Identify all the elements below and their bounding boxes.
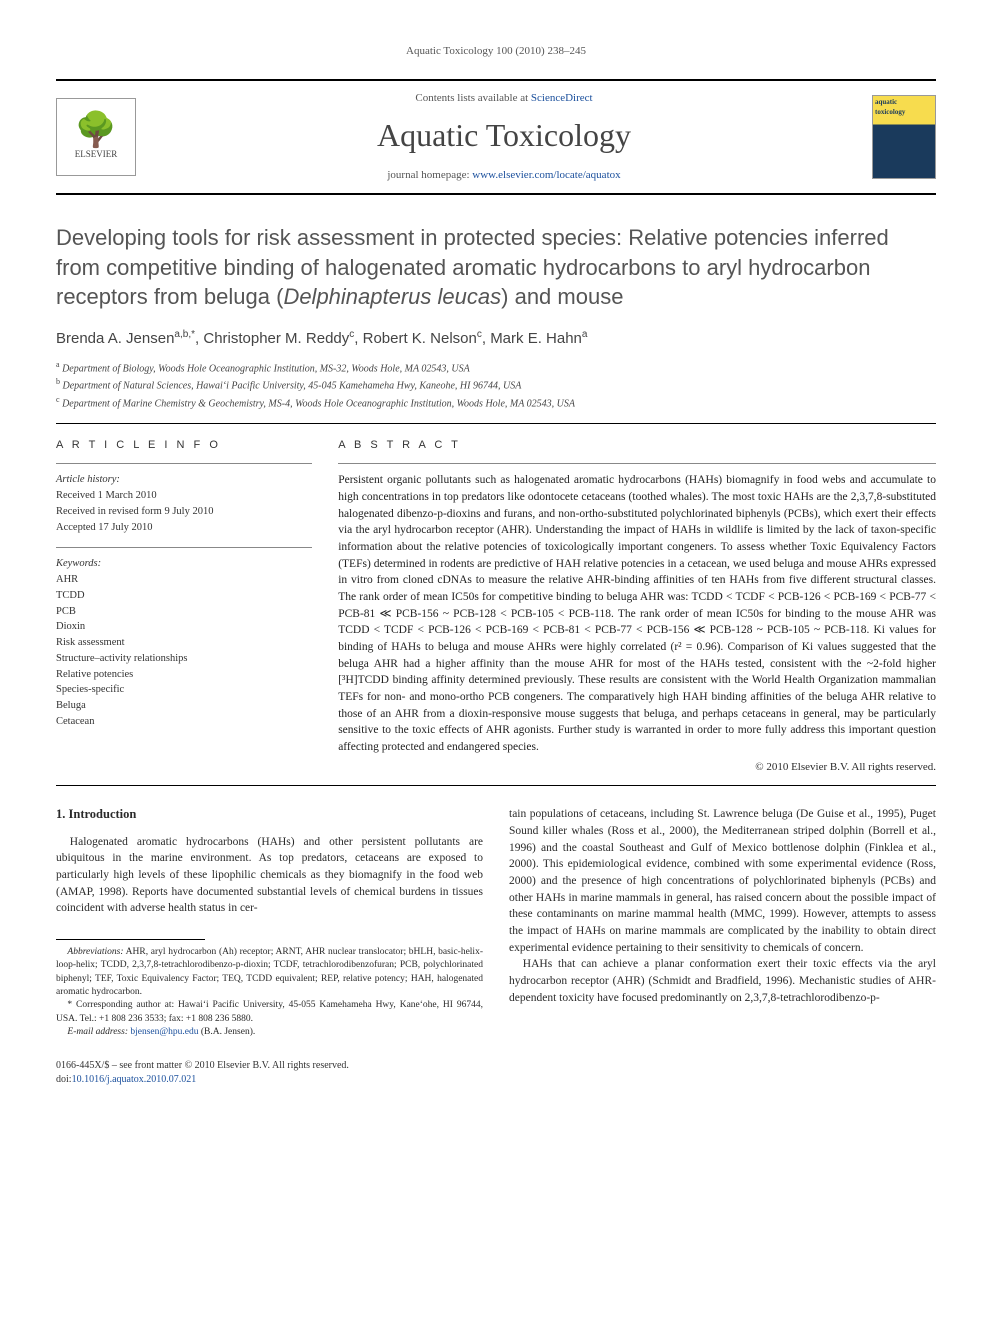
keyword: Beluga (56, 698, 312, 714)
article-info-heading: A R T I C L E I N F O (56, 438, 312, 453)
article-title: Developing tools for risk assessment in … (56, 223, 936, 312)
front-matter-line: 0166-445X/$ – see front matter © 2010 El… (56, 1059, 349, 1073)
page-footer: 0166-445X/$ – see front matter © 2010 El… (56, 1059, 936, 1087)
author: Brenda A. Jensena,b,* (56, 330, 195, 347)
title-species: Delphinapterus leucas (283, 284, 501, 309)
sub-rule (338, 463, 936, 464)
elsevier-tree-icon: 🌳 (75, 114, 117, 148)
author-aff: c (349, 329, 354, 340)
elsevier-logo: 🌳 ELSEVIER (56, 98, 136, 176)
aff-tag: c (56, 395, 60, 404)
affiliation: a Department of Biology, Woods Hole Ocea… (56, 359, 936, 376)
doi-link[interactable]: 10.1016/j.aquatox.2010.07.021 (72, 1074, 197, 1085)
intro-paragraph-left: Halogenated aromatic hydrocarbons (HAHs)… (56, 834, 483, 917)
intro-p2: tain populations of cetaceans, including… (509, 806, 936, 956)
author-list: Brenda A. Jensena,b,*, Christopher M. Re… (56, 328, 936, 349)
keyword: Risk assessment (56, 635, 312, 651)
email-suffix: (B.A. Jensen). (199, 1027, 256, 1037)
contents-available-line: Contents lists available at ScienceDirec… (146, 91, 862, 106)
abstract-text: Persistent organic pollutants such as ha… (338, 472, 936, 755)
contents-prefix: Contents lists available at (415, 92, 530, 104)
author-name: Brenda A. Jensen (56, 330, 174, 347)
copyright-line: © 2010 Elsevier B.V. All rights reserved… (338, 760, 936, 775)
sub-rule (56, 463, 312, 464)
author-name: Christopher M. Reddy (203, 330, 349, 347)
intro-p1: Halogenated aromatic hydrocarbons (HAHs)… (56, 834, 483, 917)
section-rule (56, 785, 936, 786)
keyword: TCDD (56, 588, 312, 604)
body-left-column: 1. Introduction Halogenated aromatic hyd… (56, 806, 483, 1039)
email-label: E-mail address: (67, 1027, 130, 1037)
keyword: AHR (56, 572, 312, 588)
intro-heading: 1. Introduction (56, 806, 483, 824)
sub-rule (56, 547, 312, 548)
cover-word-2: toxicology (875, 108, 933, 118)
author: Christopher M. Reddyc (203, 330, 354, 347)
aff-text: Department of Marine Chemistry & Geochem… (62, 398, 575, 409)
author-aff: a,b, (174, 329, 191, 340)
abstract-heading: A B S T R A C T (338, 438, 936, 453)
article-info-column: A R T I C L E I N F O Article history: R… (56, 438, 312, 775)
author: Robert K. Nelsonc (363, 330, 482, 347)
author-corr-mark: * (191, 329, 195, 340)
affiliation: b Department of Natural Sciences, Hawaiʻ… (56, 376, 936, 393)
author-aff: a (582, 329, 588, 340)
sciencedirect-link[interactable]: ScienceDirect (531, 92, 593, 104)
author-aff: c (477, 329, 482, 340)
aff-text: Department of Biology, Woods Hole Oceano… (62, 363, 470, 374)
journal-homepage-line: journal homepage: www.elsevier.com/locat… (146, 168, 862, 183)
title-post: ) and mouse (501, 284, 623, 309)
aff-text: Department of Natural Sciences, Hawaiʻi … (63, 381, 522, 392)
abstract-column: A B S T R A C T Persistent organic pollu… (338, 438, 936, 775)
journal-name: Aquatic Toxicology (146, 113, 862, 158)
aff-tag: b (56, 377, 60, 386)
keyword: Relative potencies (56, 667, 312, 683)
abbrev-label: Abbreviations: (67, 947, 123, 957)
section-rule (56, 423, 936, 424)
history-item: Accepted 17 July 2010 (56, 520, 312, 536)
author-name: Mark E. Hahn (490, 330, 582, 347)
keywords-list: AHR TCDD PCB Dioxin Risk assessment Stru… (56, 572, 312, 730)
affiliation-list: a Department of Biology, Woods Hole Ocea… (56, 359, 936, 411)
history-label: Article history: (56, 472, 312, 488)
keyword: Species-specific (56, 682, 312, 698)
journal-homepage-link[interactable]: www.elsevier.com/locate/aquatox (472, 169, 620, 181)
doi-prefix: doi: (56, 1074, 72, 1085)
intro-p3: HAHs that can achieve a planar conformat… (509, 956, 936, 1006)
affiliation: c Department of Marine Chemistry & Geoch… (56, 394, 936, 411)
author-name: Robert K. Nelson (363, 330, 477, 347)
keywords-label: Keywords: (56, 556, 312, 572)
keyword: Structure–activity relationships (56, 651, 312, 667)
corr-label: * Corresponding author at: (67, 1000, 178, 1010)
keyword: Cetacean (56, 714, 312, 730)
body-right-column: tain populations of cetaceans, including… (509, 806, 936, 1039)
corr-email-link[interactable]: bjensen@hpu.edu (130, 1027, 198, 1037)
cover-word-1: aquatic (875, 98, 933, 108)
keyword: PCB (56, 604, 312, 620)
history-item: Received 1 March 2010 (56, 488, 312, 504)
journal-masthead: 🌳 ELSEVIER Contents lists available at S… (56, 79, 936, 195)
homepage-prefix: journal homepage: (387, 169, 472, 181)
running-head: Aquatic Toxicology 100 (2010) 238–245 (56, 44, 936, 59)
footnotes: Abbreviations: AHR, aryl hydrocarbon (Ah… (56, 946, 483, 1039)
publisher-name: ELSEVIER (75, 148, 118, 161)
author: Mark E. Hahna (490, 330, 587, 347)
aff-tag: a (56, 360, 60, 369)
history-item: Received in revised form 9 July 2010 (56, 504, 312, 520)
journal-cover-thumbnail: aquatic toxicology (872, 95, 936, 179)
keyword: Dioxin (56, 619, 312, 635)
footnote-rule (56, 939, 205, 940)
